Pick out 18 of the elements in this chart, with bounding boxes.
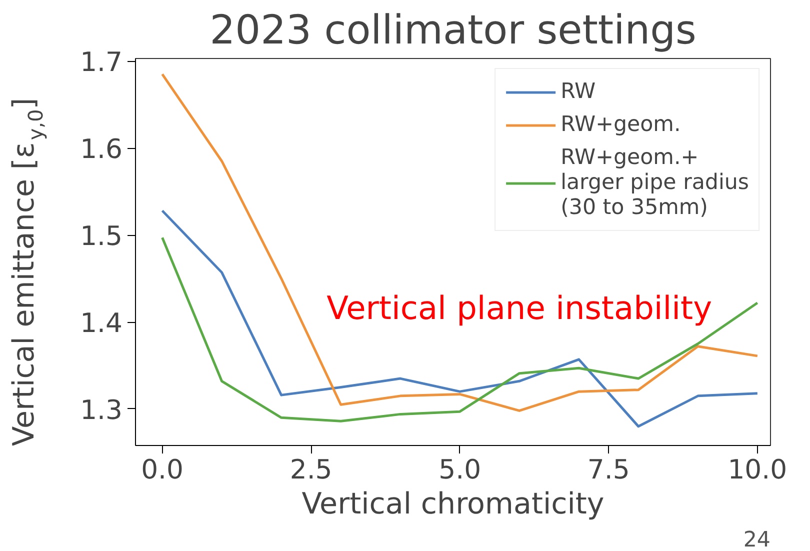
x-tick-label: 2.5 bbox=[290, 454, 332, 486]
x-tick-label: 7.5 bbox=[587, 454, 630, 486]
annotation: Vertical plane instability bbox=[326, 289, 712, 328]
legend-label: RW+geom.+ larger pipe radius (30 to 35mm) bbox=[560, 145, 749, 220]
x-tick-label: 10.0 bbox=[728, 454, 788, 486]
y-tick-label: 1.5 bbox=[80, 221, 123, 252]
legend-label: RW+geom. bbox=[560, 112, 681, 137]
y-tick-label: 1.3 bbox=[80, 394, 123, 426]
line-series bbox=[161, 72, 759, 412]
chart-title: 2023 collimator settings bbox=[210, 8, 696, 54]
y-tick-label: 1.6 bbox=[80, 134, 123, 166]
text: 24 bbox=[743, 528, 770, 551]
x-tick-label: 5.0 bbox=[438, 454, 482, 486]
y-tick-label: 1.7 bbox=[80, 47, 123, 78]
x-tick-label: 0.0 bbox=[141, 454, 184, 486]
x-axis-title: Vertical chromaticity bbox=[302, 486, 604, 520]
y-tick-label: 1.4 bbox=[80, 308, 123, 340]
legend-label: RW bbox=[560, 79, 596, 104]
